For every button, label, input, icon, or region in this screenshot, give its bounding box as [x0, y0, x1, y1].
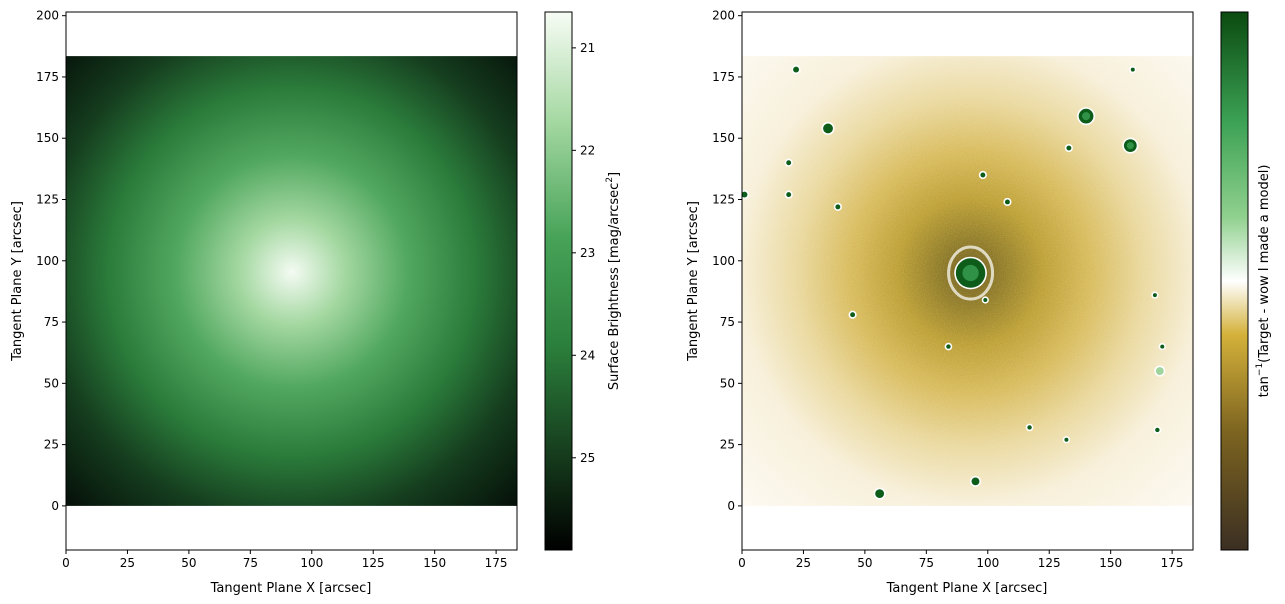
surface-brightness-image	[66, 56, 517, 506]
residual-sources	[739, 65, 1166, 500]
x-tick-label: 150	[423, 556, 446, 570]
central-ring	[947, 245, 995, 301]
source-core	[971, 477, 980, 486]
source-core	[1066, 145, 1072, 151]
residual-panel: 0 25 50 75 100 125 150 175 0 25 50 75 100 125 150 175 2…	[686, 9, 1194, 596]
source-core	[1027, 425, 1032, 430]
y-ticks-left: 0 25 50 75 100 125 150 175 200	[36, 9, 66, 513]
surface-brightness-panel: 0 25 50 75 100 125 150 175 0 25 50 75 100 125 150 175 2…	[10, 9, 518, 596]
y-tick-label: 150	[36, 131, 59, 145]
colorbar-left-label-end: ]	[607, 172, 622, 177]
y-tick-label: 50	[720, 376, 735, 390]
y-tick-label: 175	[712, 70, 735, 84]
colorbar-right-gradient	[1220, 11, 1249, 551]
colorbar-left-label-main: Surface Brightness [mag/arcsec	[607, 183, 622, 390]
y-tick-label: 175	[36, 70, 59, 84]
x-axis-label-right: Tangent Plane X [arcsec]	[886, 581, 1048, 596]
x-tick-label: 0	[738, 556, 746, 570]
x-tick-label: 175	[1161, 556, 1184, 570]
y-tick-label: 25	[720, 438, 735, 452]
source-core	[1152, 293, 1157, 298]
colorbar-tick-label: 23	[580, 246, 595, 260]
y-tick-label: 0	[727, 499, 735, 513]
y-tick-label: 75	[44, 315, 59, 329]
colorbar-left: 21 22 23 24 25 Surface Brightness [mag/arcse…	[544, 11, 622, 551]
colorbar-right-label-pre: tan	[1257, 376, 1272, 397]
y-tick-label: 25	[44, 438, 59, 452]
x-tick-label: 50	[181, 556, 196, 570]
colorbar-tick-label: 24	[580, 348, 595, 362]
x-tick-label: 175	[485, 556, 508, 570]
x-tick-label: 25	[120, 556, 135, 570]
source-inner	[1082, 112, 1091, 121]
axes-frame-left	[65, 11, 518, 551]
colorbar-tick-label: 21	[580, 41, 595, 55]
y-tick-label: 125	[712, 193, 735, 207]
x-tick-label: 25	[796, 556, 811, 570]
source-core	[786, 192, 792, 198]
source-inner	[962, 264, 979, 282]
y-tick-label: 200	[712, 9, 735, 23]
x-ticks-right: 0 25 50 75 100 125 150 175	[738, 550, 1184, 570]
source-core	[1155, 427, 1160, 433]
x-tick-label: 150	[1099, 556, 1122, 570]
colorbar-right-label-sup: −1	[1255, 363, 1265, 376]
source-inner	[1126, 142, 1134, 150]
source-core	[1004, 199, 1010, 205]
source-core	[1155, 367, 1164, 376]
x-tick-label: 0	[62, 556, 70, 570]
colorbar-left-gradient	[544, 11, 573, 551]
x-tick-label: 125	[362, 556, 385, 570]
y-tick-label: 0	[51, 499, 59, 513]
colorbar-right: tan−1(Target - wow I made a model)	[1220, 11, 1272, 551]
x-ticks-left: 0 25 50 75 100 125 150 175	[62, 550, 508, 570]
source-core	[786, 160, 792, 166]
colorbar-right-label-post: (Target - wow I made a model)	[1257, 165, 1272, 363]
colorbar-right-label: tan−1(Target - wow I made a model)	[1255, 165, 1272, 398]
x-tick-label: 125	[1038, 556, 1061, 570]
colorbar-left-label: Surface Brightness [mag/arcsec2]	[605, 172, 622, 390]
source-core	[850, 312, 856, 318]
y-tick-label: 200	[36, 9, 59, 23]
y-ticks-right: 0 25 50 75 100 125 150 175 200	[712, 9, 742, 513]
y-tick-label: 125	[36, 193, 59, 207]
x-tick-label: 75	[243, 556, 258, 570]
source-core	[741, 191, 748, 198]
colorbar-left-ticks: 21 22 23 24 25	[572, 41, 595, 465]
x-axis-label-left: Tangent Plane X [arcsec]	[210, 581, 372, 596]
source-core	[1064, 437, 1069, 442]
source-core	[946, 344, 951, 349]
source-core	[1130, 67, 1135, 72]
x-tick-label: 75	[919, 556, 934, 570]
colorbar-tick-label: 25	[580, 451, 595, 465]
x-tick-label: 100	[300, 556, 323, 570]
axes-frame-right	[741, 11, 1194, 551]
source-core	[835, 204, 841, 210]
y-tick-label: 75	[720, 315, 735, 329]
colorbar-left-label-sup: 2	[605, 177, 615, 183]
y-tick-label: 100	[712, 254, 735, 268]
y-axis-label-right: Tangent Plane Y [arcsec]	[686, 201, 701, 362]
y-tick-label: 100	[36, 254, 59, 268]
y-tick-label: 50	[44, 376, 59, 390]
source-core	[983, 297, 988, 302]
colorbar-tick-label: 22	[580, 143, 595, 157]
source-core	[823, 123, 833, 134]
x-tick-label: 100	[976, 556, 999, 570]
y-axis-label-left: Tangent Plane Y [arcsec]	[10, 201, 25, 362]
source-core	[875, 489, 885, 499]
y-tick-label: 150	[712, 131, 735, 145]
source-core	[793, 66, 800, 73]
source-core	[1160, 344, 1165, 349]
x-tick-label: 50	[857, 556, 872, 570]
source-core	[980, 172, 986, 178]
